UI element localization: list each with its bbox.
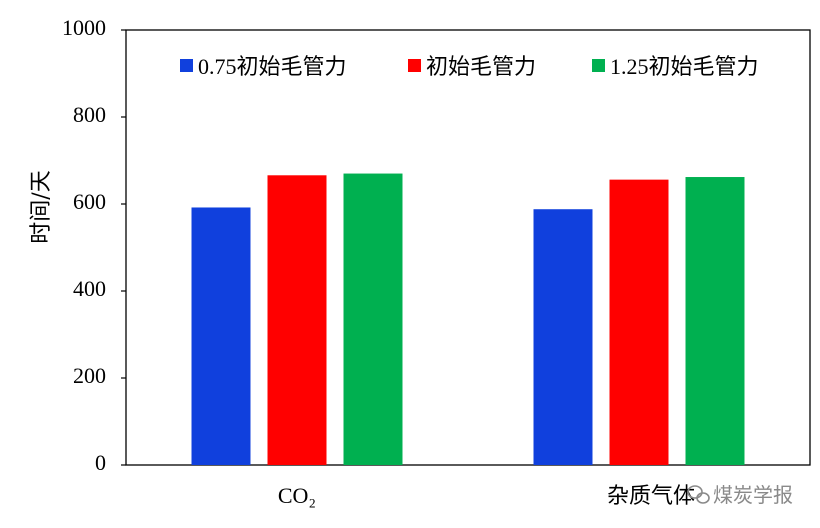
watermark: 煤炭学报	[687, 483, 793, 507]
wechat-icon	[687, 485, 710, 504]
legend: 0.75初始毛管力 初始毛管力 1.25初始毛管力	[180, 54, 759, 79]
y-tick-label: 400	[73, 276, 106, 301]
y-tick-label: 600	[73, 189, 106, 214]
x-axis: CO₂ 杂质气体	[278, 483, 695, 508]
y-axis-label: 时间/天	[29, 170, 54, 243]
bar	[685, 177, 745, 465]
bar	[343, 173, 403, 466]
y-tick-label: 200	[73, 363, 106, 388]
bar	[267, 175, 327, 466]
y-tick-label: 1000	[62, 15, 106, 40]
x-tick-label: 杂质气体	[607, 483, 695, 508]
y-axis: 0 200 400 600 800 1000	[62, 15, 126, 475]
x-tick-label: CO₂	[278, 483, 316, 508]
legend-label: 初始毛管力	[426, 54, 536, 79]
bars	[191, 173, 745, 466]
y-tick-label: 0	[95, 450, 106, 475]
bar	[533, 209, 593, 465]
y-tick-label: 800	[73, 102, 106, 127]
legend-label: 1.25初始毛管力	[610, 54, 759, 79]
bar	[609, 179, 669, 465]
legend-swatch	[180, 59, 193, 72]
legend-label: 0.75初始毛管力	[198, 54, 347, 79]
legend-swatch	[592, 59, 605, 72]
bar	[191, 207, 251, 466]
watermark-text: 煤炭学报	[713, 483, 793, 507]
legend-swatch	[408, 59, 421, 72]
